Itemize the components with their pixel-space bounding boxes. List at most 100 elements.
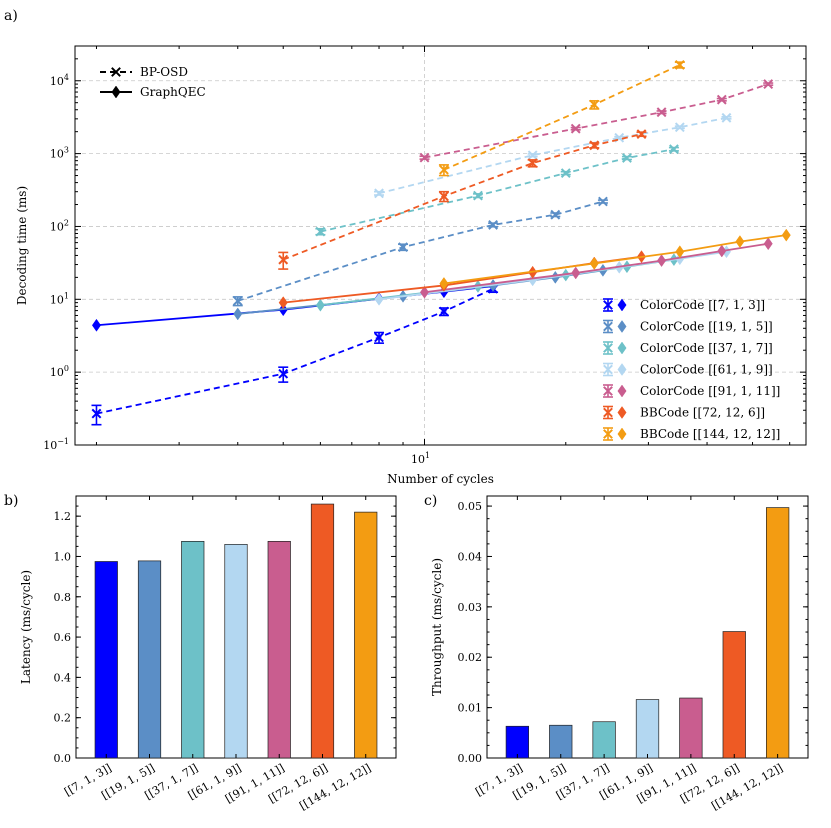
bposd-point — [473, 190, 483, 201]
series-colorcode-91-1-11 — [419, 79, 774, 299]
latency-bar-chart: Latency (ms/cycle) 0.0 0.2 0.4 0.6 0.8 1.0 1.2… — [19, 495, 397, 813]
y-tick-label: 0.04 — [458, 550, 483, 563]
panel-a-label: a) — [4, 8, 18, 24]
bar — [354, 511, 378, 759]
bposd-point — [374, 188, 384, 199]
bposd-point — [636, 129, 647, 140]
bposd-point — [589, 140, 600, 151]
bar — [549, 724, 573, 759]
bposd-line — [378, 116, 727, 195]
y-tick-label: 0.01 — [458, 702, 483, 715]
bposd-point — [439, 164, 449, 175]
bposd-point — [278, 254, 289, 265]
y-tick-label: 0.02 — [458, 651, 483, 664]
bar — [310, 503, 335, 759]
series-legend: ColorCode [[7, 1, 3]] ColorCode [[19, 1, … — [603, 298, 780, 441]
y-tick-label: 103 — [50, 146, 69, 161]
legend-label: BBCode [[144, 12, 12]] — [640, 427, 780, 441]
style-legend-marker — [111, 85, 121, 99]
panel-b-label: b) — [4, 493, 18, 509]
bar — [766, 507, 790, 759]
legend-bposd-marker — [603, 429, 613, 439]
bposd-point — [674, 122, 685, 133]
y-tick-label: 104 — [50, 73, 69, 88]
legend-bposd-marker — [603, 300, 613, 310]
bar — [224, 544, 248, 759]
graphqec-point — [657, 254, 667, 268]
y-axis-label: Throughput (ms/cycle) — [430, 558, 444, 696]
graphqec-point — [781, 228, 791, 242]
legend-bposd-marker — [603, 386, 613, 396]
graphqec-point — [735, 235, 745, 249]
bposd-point — [716, 94, 727, 105]
bar — [635, 699, 660, 759]
y-tick-label: 100 — [50, 364, 69, 379]
bposd-point — [560, 168, 571, 179]
bposd-point — [622, 153, 632, 163]
y-tick-label: 0.05 — [458, 500, 483, 513]
y-tick-label: 102 — [50, 218, 69, 233]
bposd-point — [439, 191, 449, 202]
bposd-point — [669, 144, 679, 155]
throughput-bar-chart: Throughput (ms/cycle) 0.00 0.01 0.02 0.03 0.… — [430, 495, 809, 813]
y-tick-label: 101 — [50, 291, 69, 306]
graphqec-point — [315, 298, 325, 312]
legend-bposd-marker — [603, 321, 613, 332]
bar — [722, 631, 746, 759]
graphqec-point — [91, 318, 101, 332]
legend-label: ColorCode [[37, 1, 7]] — [640, 341, 773, 355]
graphqec-point — [763, 237, 773, 251]
bposd-point — [232, 296, 243, 306]
legend-label: ColorCode [[91, 1, 11]] — [640, 384, 780, 398]
series-layer — [91, 60, 791, 426]
bposd-point — [527, 158, 538, 169]
graphqec-point — [571, 266, 581, 280]
plot-frame — [74, 45, 807, 446]
y-tick-label: 0.4 — [54, 671, 72, 684]
bposd-line — [237, 200, 604, 302]
bposd-point — [91, 408, 102, 419]
y-tick-label: 0.6 — [54, 631, 72, 644]
graphqec-line — [424, 242, 769, 294]
legend-graphqec-marker — [617, 298, 627, 312]
bposd-point — [656, 107, 667, 118]
legend-bposd-marker — [603, 407, 613, 418]
bposd-point — [674, 60, 685, 70]
style-legend-label: BP-OSD — [140, 65, 188, 79]
legend-graphqec-marker — [617, 320, 627, 333]
bposd-point — [589, 99, 600, 110]
bar — [181, 540, 205, 759]
bar — [592, 721, 616, 759]
bposd-point — [763, 79, 774, 89]
y-axis-label: Decoding time (ms) — [15, 186, 29, 305]
bposd-line — [282, 133, 642, 261]
y-tick-label: 0.2 — [54, 712, 72, 725]
legend-label: ColorCode [[19, 1, 5]] — [640, 320, 773, 334]
legend-graphqec-marker — [617, 341, 627, 355]
graphqec-point — [717, 244, 727, 258]
legend-graphqec-marker — [617, 427, 627, 441]
legend-graphqec-marker — [617, 384, 627, 398]
graphqec-point — [589, 257, 599, 270]
legend-label: BBCode [[72, 12, 6]] — [640, 406, 765, 420]
bposd-point — [419, 152, 430, 163]
bposd-point — [527, 150, 538, 161]
y-tick-label: 0.8 — [54, 591, 72, 604]
bposd-point — [550, 209, 561, 220]
graphqec-point — [675, 245, 685, 259]
bposd-point — [278, 368, 289, 379]
axis-ticks: 10−1 100 101 102 103 104 101 — [43, 45, 806, 466]
legend-label: ColorCode [[7, 1, 3]] — [640, 298, 765, 312]
y-tick-label: 1.2 — [54, 510, 72, 523]
style-legend-marker — [111, 67, 121, 77]
y-tick-label: 0.0 — [54, 752, 72, 765]
graphqec-point — [374, 292, 384, 306]
legend-graphqec-marker — [617, 406, 627, 419]
graphqec-point — [439, 277, 449, 290]
bar — [505, 725, 529, 759]
bposd-point — [374, 332, 384, 343]
bposd-point — [315, 226, 326, 237]
series-bbcode-144-12-12 — [438, 60, 791, 290]
x-tick-label: 101 — [411, 451, 430, 466]
